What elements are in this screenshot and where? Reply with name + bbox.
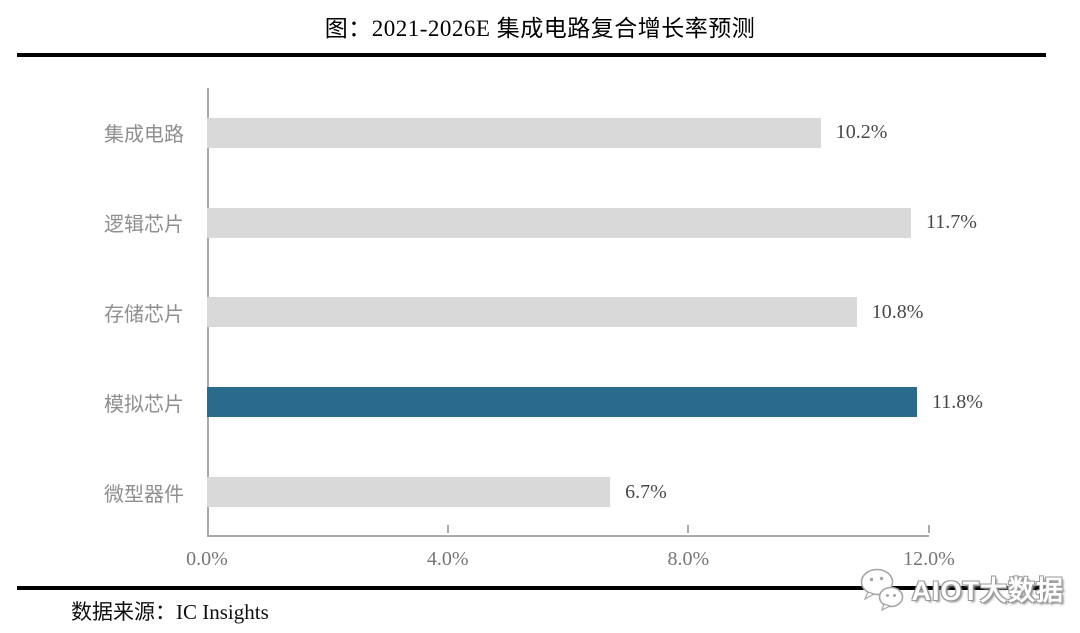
category-label: 逻辑芯片 — [104, 214, 184, 237]
bar-zone: 10.8% — [207, 268, 1080, 358]
category-label: 集成电路 — [104, 124, 184, 147]
value-label: 11.7% — [925, 211, 977, 234]
x-axis-tick-label: 0.0% — [186, 548, 228, 570]
category-label: 微型器件 — [104, 483, 184, 506]
chart-row: 微型器件 6.7% — [0, 447, 1080, 537]
category-label: 存储芯片 — [104, 303, 184, 326]
bar-zone: 6.7% — [207, 447, 1080, 537]
bar-rows: 集成电路 10.2% 逻辑芯片 11.7% 存储芯片 10.8% 模拟芯片 11.8% 微型器件… — [0, 88, 1080, 537]
bottom-divider-rule — [17, 586, 1046, 590]
bar — [207, 117, 821, 148]
x-axis-tick-label: 8.0% — [667, 548, 710, 570]
data-source-label: 数据来源：IC Insights — [71, 600, 269, 624]
bar — [207, 297, 857, 328]
bar — [207, 387, 917, 418]
chart-title: 图：2021-2026E 集成电路复合增长率预测 — [324, 16, 756, 41]
chart-row: 模拟芯片 11.8% — [0, 357, 1080, 447]
x-axis-tick-label: 4.0% — [426, 548, 469, 570]
bar-zone: 11.7% — [207, 178, 1080, 268]
x-axis-tick-label: 12.0% — [903, 548, 955, 570]
value-label: 10.2% — [835, 121, 888, 144]
top-divider-rule — [17, 53, 1046, 57]
chart-row: 集成电路 10.2% — [0, 88, 1080, 178]
category-label: 模拟芯片 — [104, 393, 184, 416]
chart-row: 逻辑芯片 11.7% — [0, 178, 1080, 268]
bar — [207, 207, 911, 238]
bar-chart: 集成电路 10.2% 逻辑芯片 11.7% 存储芯片 10.8% 模拟芯片 11.8% 微型器件… — [0, 88, 1080, 570]
bar-zone: 10.2% — [207, 88, 1080, 178]
value-label: 10.8% — [871, 300, 924, 323]
x-axis-labels: 0.0% 4.0% 8.0% 12.0% — [0, 548, 1080, 578]
bar-zone: 11.8% — [207, 357, 1080, 447]
value-label: 6.7% — [625, 480, 667, 503]
bar — [207, 477, 611, 508]
chart-row: 存储芯片 10.8% — [0, 268, 1080, 358]
value-label: 11.8% — [931, 390, 983, 413]
